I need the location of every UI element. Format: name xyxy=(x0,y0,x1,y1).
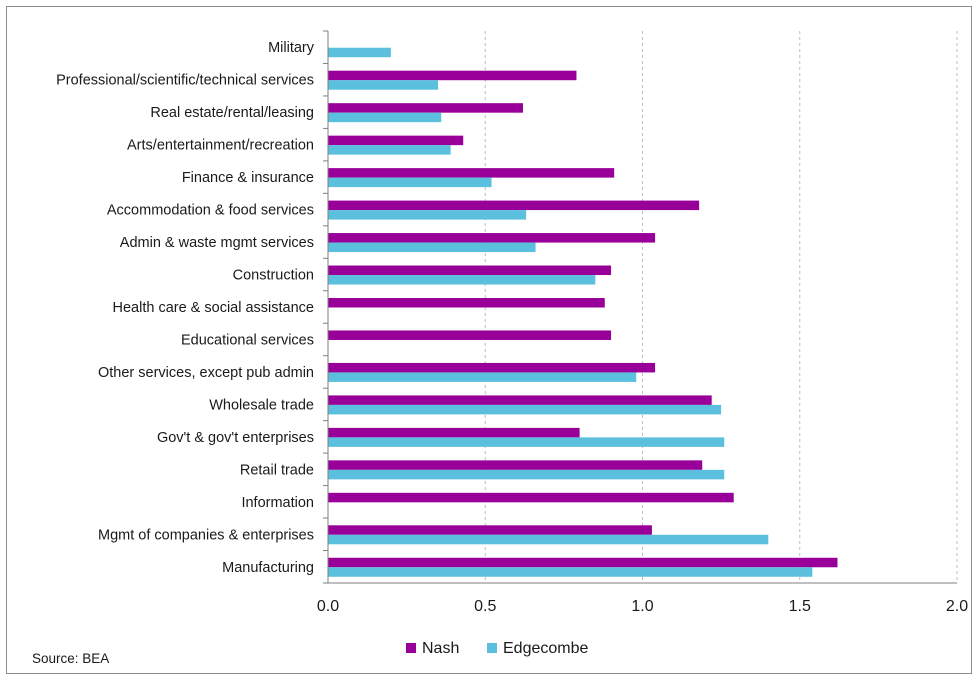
bar-edgecombe xyxy=(328,567,813,577)
bar-edgecombe xyxy=(328,404,722,415)
bar-edgecombe xyxy=(328,145,451,155)
bar-edgecombe xyxy=(328,112,442,123)
bar-nash xyxy=(328,460,703,470)
bar-nash xyxy=(328,168,615,178)
x-tick-label: 1.5 xyxy=(789,598,811,615)
bar-nash xyxy=(328,135,464,146)
x-tick-label: 0.5 xyxy=(474,598,496,615)
bar-nash xyxy=(328,265,612,276)
bar-edgecombe xyxy=(328,437,725,447)
source-note: Source: BEA xyxy=(32,651,110,666)
category-label: Arts/entertainment/recreation xyxy=(127,138,314,154)
bar-edgecombe xyxy=(328,47,391,58)
bar-edgecombe xyxy=(328,80,439,90)
legend-swatch-edgecombe xyxy=(487,643,497,653)
category-label: Information xyxy=(241,495,314,511)
bar-edgecombe xyxy=(328,177,492,188)
category-label: Retail trade xyxy=(240,462,314,478)
bar-edgecombe xyxy=(328,210,527,220)
bar-nash xyxy=(328,557,838,568)
bar-nash xyxy=(328,70,577,81)
bar-nash xyxy=(328,525,652,535)
category-label: Admin & waste mgmt services xyxy=(120,235,314,251)
category-label: Real estate/rental/leasing xyxy=(150,105,314,121)
bar-edgecombe xyxy=(328,242,536,253)
bar-nash xyxy=(328,395,712,405)
category-label: Wholesale trade xyxy=(209,397,314,413)
category-label: Manufacturing xyxy=(222,560,314,576)
bar-edgecombe xyxy=(328,372,637,382)
category-label: Finance & insurance xyxy=(182,170,314,186)
bar-nash xyxy=(328,427,580,438)
bar-nash xyxy=(328,492,734,503)
bar-edgecombe xyxy=(328,275,596,285)
category-label: Mgmt of companies & enterprises xyxy=(98,527,314,543)
category-label: Other services, except pub admin xyxy=(98,365,314,381)
x-tick-label: 0.0 xyxy=(317,598,339,615)
category-label: Gov't & gov't enterprises xyxy=(157,430,314,446)
bar-nash xyxy=(328,103,523,113)
legend-swatch-nash xyxy=(406,643,416,653)
category-label: Professional/scientific/technical servic… xyxy=(56,73,314,89)
bar-nash xyxy=(328,298,605,308)
x-tick-label: 1.0 xyxy=(631,598,653,615)
category-label: Construction xyxy=(233,268,314,284)
category-label: Accommodation & food services xyxy=(107,203,314,219)
bar-nash xyxy=(328,233,656,243)
x-tick-label: 2.0 xyxy=(946,598,968,615)
bar-edgecombe xyxy=(328,469,725,480)
category-label: Health care & social assistance xyxy=(113,300,315,316)
bar-nash xyxy=(328,200,700,211)
category-label: Educational services xyxy=(181,332,314,348)
bar-nash xyxy=(328,330,612,340)
legend-label-nash: Nash xyxy=(422,640,459,657)
bar-nash xyxy=(328,362,656,373)
legend-label-edgecombe: Edgecombe xyxy=(503,640,588,657)
bar-edgecombe xyxy=(328,534,769,545)
category-label: Military xyxy=(268,40,315,56)
